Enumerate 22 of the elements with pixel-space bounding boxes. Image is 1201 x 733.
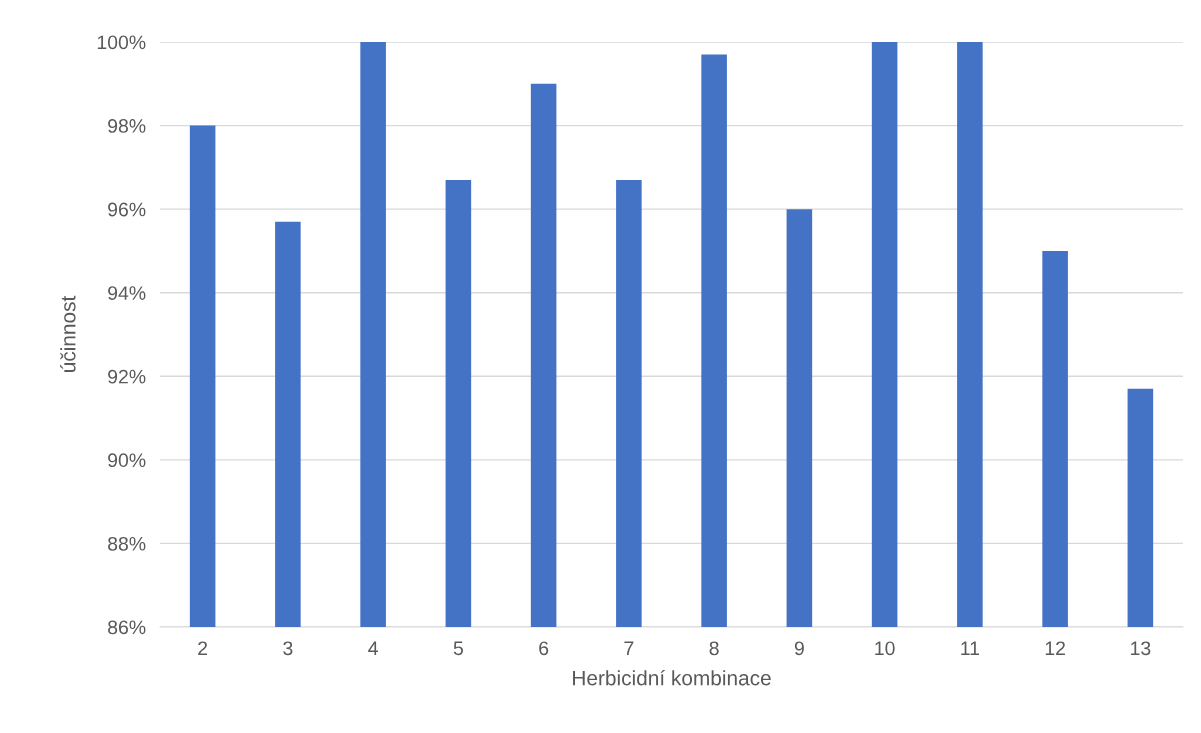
x-axis-title: Herbicidní kombinace	[573, 669, 771, 686]
x-tick-label: 13	[1131, 641, 1151, 656]
x-tick-label: 12	[1045, 641, 1065, 655]
y-tick-label: 86%	[108, 620, 146, 635]
y-tick-label: 94%	[108, 286, 146, 300]
y-tick-label: 90%	[108, 453, 146, 468]
x-tick-label: 9	[794, 641, 804, 656]
y-tick-label: 98%	[108, 119, 146, 133]
y-axis-title: účinnost	[60, 295, 76, 372]
x-tick-label: 8	[709, 641, 719, 656]
x-tick-label: 7	[624, 641, 634, 655]
y-tick-label: 100%	[97, 35, 146, 50]
x-tick-label: 4	[368, 641, 378, 655]
x-tick-label: 10	[875, 641, 895, 656]
x-tick-label: 5	[453, 641, 463, 656]
x-tick-label: 11	[961, 641, 980, 655]
x-tick-label: 2	[198, 641, 208, 655]
y-tick-label: 92%	[108, 369, 146, 384]
y-tick-label: 88%	[108, 536, 146, 551]
y-tick-label: 96%	[108, 202, 146, 217]
x-tick-label: 3	[283, 641, 293, 656]
x-tick-label: 6	[539, 641, 549, 656]
